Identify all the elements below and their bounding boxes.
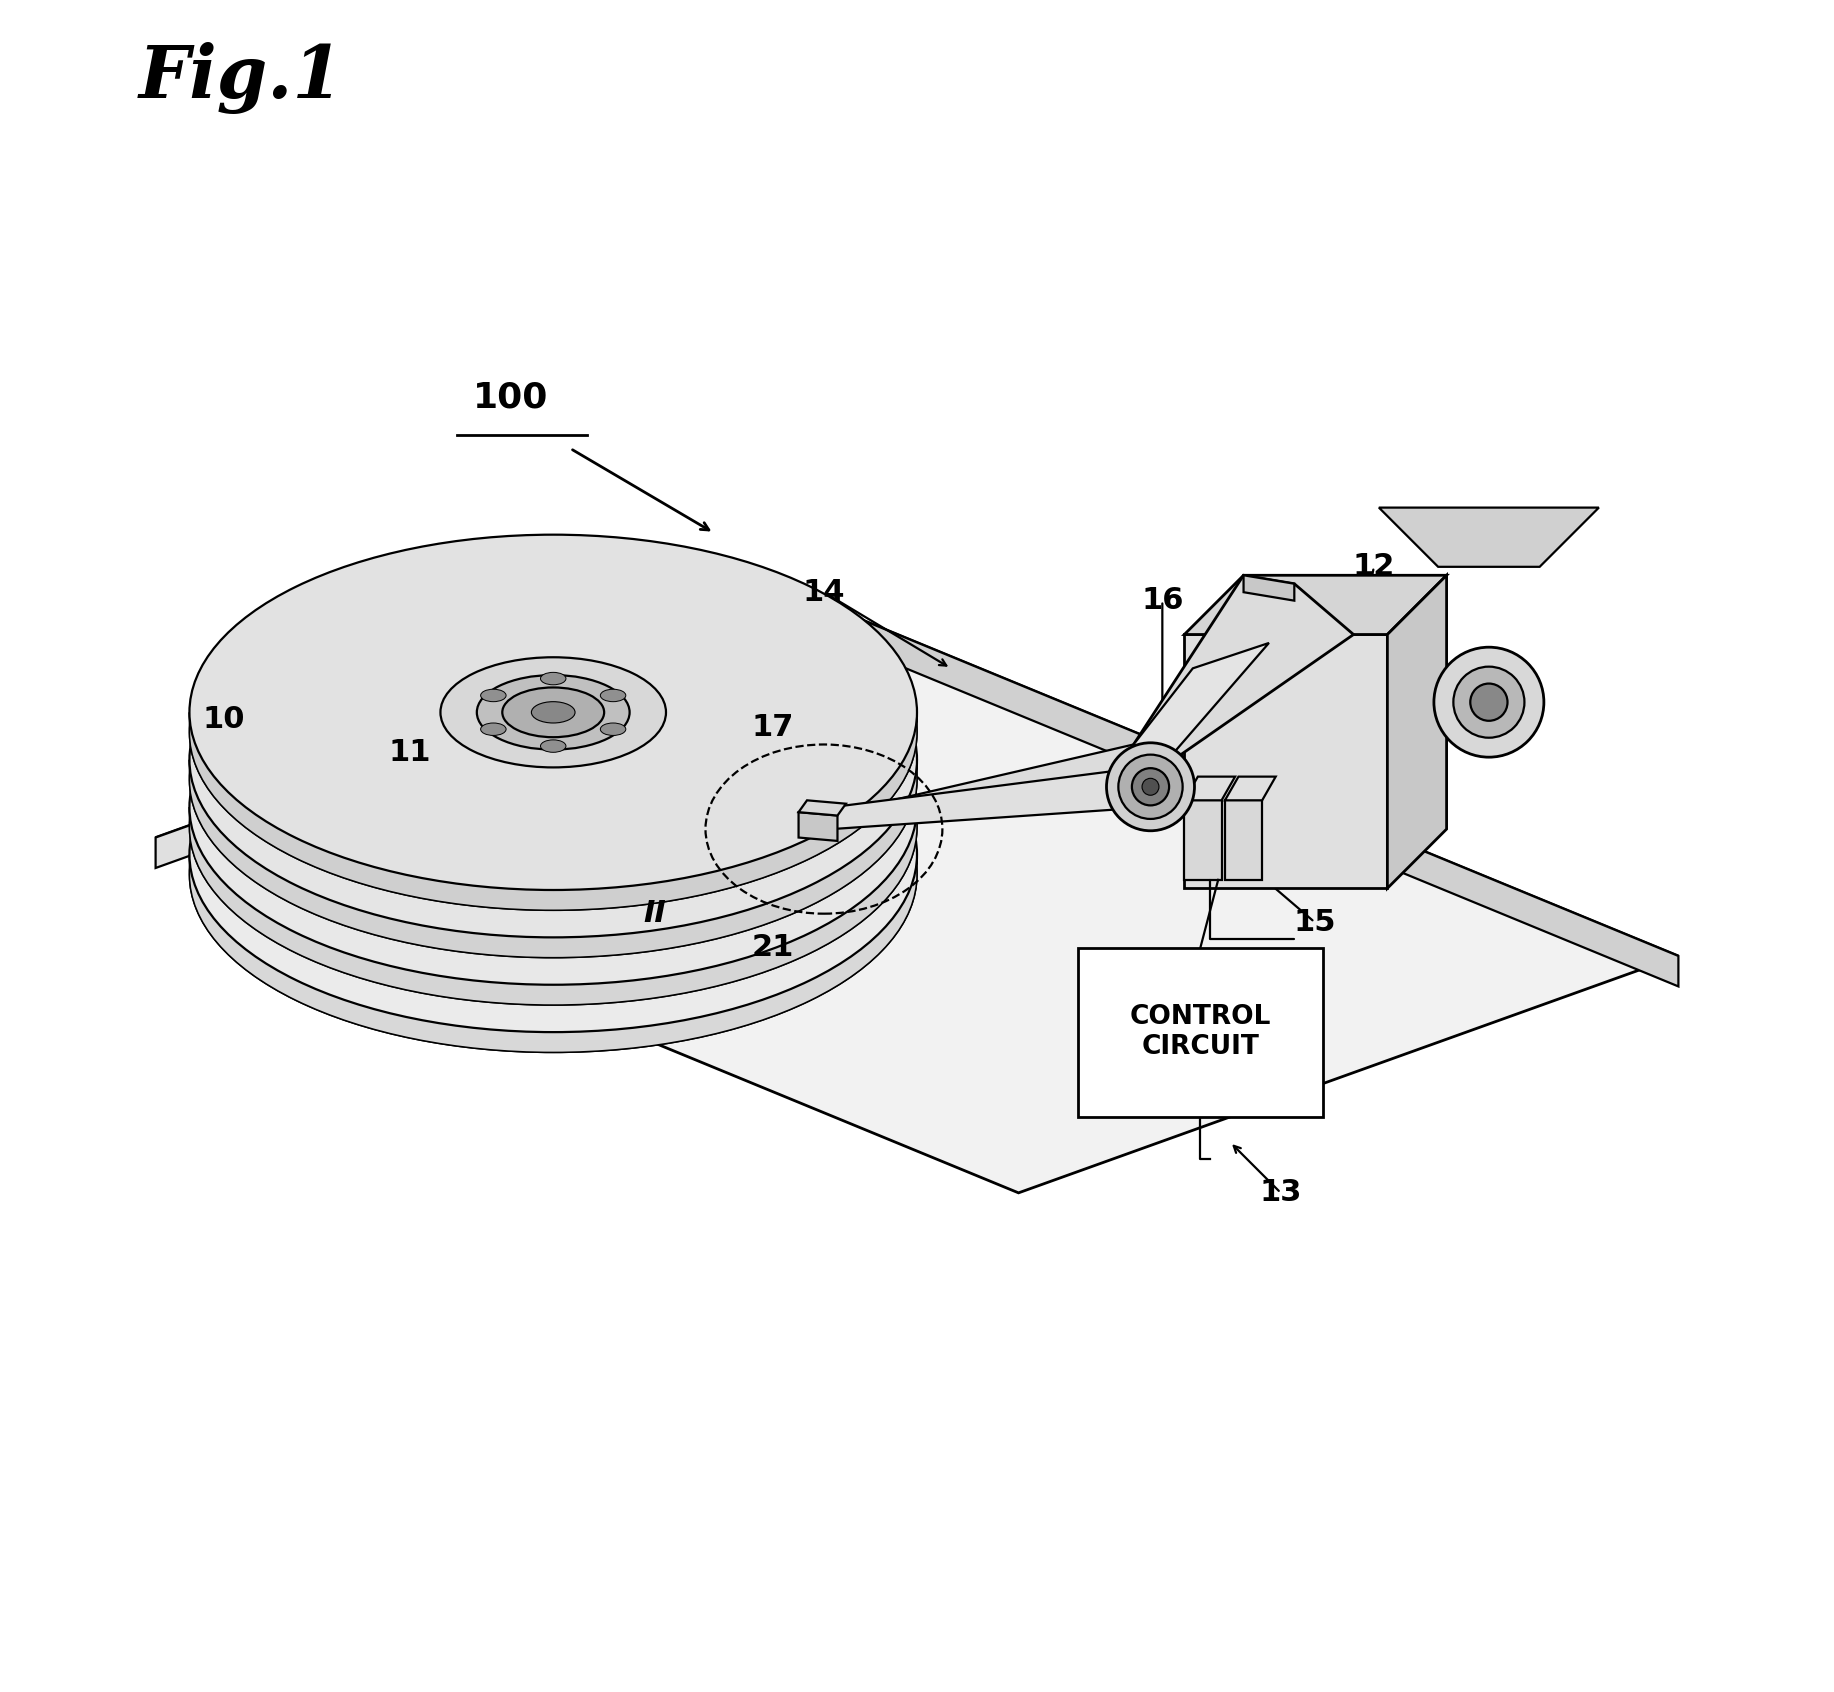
Polygon shape [1225, 800, 1262, 880]
Text: 13: 13 [1260, 1178, 1302, 1208]
Text: 15: 15 [1293, 907, 1335, 937]
Polygon shape [1379, 508, 1599, 567]
Ellipse shape [481, 722, 506, 736]
Ellipse shape [189, 650, 917, 1005]
Text: II: II [644, 898, 666, 929]
Ellipse shape [189, 582, 917, 937]
Polygon shape [798, 812, 838, 841]
Polygon shape [156, 601, 816, 868]
Polygon shape [1225, 777, 1276, 800]
Polygon shape [1387, 575, 1447, 888]
Polygon shape [1133, 643, 1269, 770]
Polygon shape [840, 744, 1159, 812]
Ellipse shape [481, 689, 506, 702]
Ellipse shape [440, 656, 666, 768]
Text: 10: 10 [202, 704, 244, 734]
Text: 100: 100 [473, 381, 548, 415]
Polygon shape [189, 807, 917, 1005]
Ellipse shape [541, 739, 567, 753]
Ellipse shape [1453, 667, 1524, 738]
Polygon shape [1185, 777, 1234, 800]
Polygon shape [189, 712, 917, 910]
Polygon shape [798, 800, 845, 816]
Text: 17: 17 [752, 712, 794, 743]
Text: 11: 11 [389, 738, 431, 768]
Polygon shape [1185, 634, 1387, 888]
Ellipse shape [1119, 755, 1183, 819]
Polygon shape [1243, 575, 1295, 601]
Text: 14: 14 [803, 577, 845, 607]
Ellipse shape [600, 722, 625, 736]
Polygon shape [189, 854, 917, 1052]
Polygon shape [1185, 575, 1447, 634]
Ellipse shape [600, 689, 625, 702]
Text: Fig.1: Fig.1 [139, 42, 343, 115]
Text: 21: 21 [752, 932, 794, 963]
Ellipse shape [1471, 684, 1508, 721]
Ellipse shape [532, 702, 576, 722]
FancyBboxPatch shape [1078, 948, 1322, 1117]
Polygon shape [816, 601, 1678, 986]
Ellipse shape [1132, 768, 1168, 805]
Ellipse shape [1106, 743, 1194, 831]
Ellipse shape [189, 677, 917, 1032]
Text: 12: 12 [1353, 552, 1396, 582]
Ellipse shape [503, 687, 603, 738]
Ellipse shape [189, 602, 917, 958]
Ellipse shape [541, 672, 567, 685]
Polygon shape [805, 766, 1152, 831]
Ellipse shape [189, 535, 917, 890]
Polygon shape [1185, 800, 1221, 880]
Polygon shape [189, 760, 917, 958]
Ellipse shape [1143, 778, 1159, 795]
Ellipse shape [189, 555, 917, 910]
Ellipse shape [1434, 646, 1544, 758]
Ellipse shape [189, 629, 917, 985]
Ellipse shape [477, 675, 629, 750]
Polygon shape [156, 601, 1678, 1193]
Text: CONTROL
CIRCUIT: CONTROL CIRCUIT [1130, 1003, 1271, 1061]
Text: 16: 16 [1141, 585, 1183, 616]
Ellipse shape [189, 697, 917, 1052]
Polygon shape [1133, 575, 1353, 770]
